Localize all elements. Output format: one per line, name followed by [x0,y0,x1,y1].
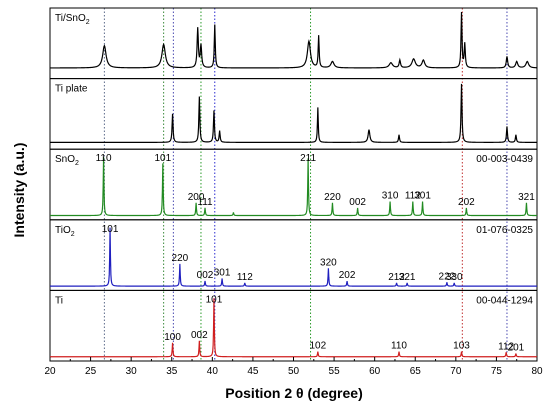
y-axis-title: Intensity (a.u.) [11,143,27,238]
x-tick-label: 40 [207,366,219,377]
peak-label: 222 [439,271,456,282]
panel-label-main: TiO [55,225,71,236]
panel-label: TiO2 [55,225,75,238]
panel-label-sub: 2 [71,231,75,238]
peak-label: 220 [172,253,189,264]
series-line [50,157,537,217]
x-axis-title: Position 2 θ (degree) [225,385,362,401]
x-tick-label: 80 [531,366,543,377]
panel-ti-sno2: Ti/SnO2 [49,7,538,80]
panel-label-main: Ti/SnO [55,13,86,24]
panel-label-main: Ti [55,295,63,306]
x-tick-label: 20 [44,366,56,377]
peak-label: 002 [349,197,366,208]
peak-label: 111 [197,197,213,208]
series-line [50,83,537,143]
x-tick-label: 60 [369,366,381,377]
peak-label: 211 [300,153,316,164]
x-tick-label: 70 [450,366,462,377]
x-tick-label: 30 [126,366,138,377]
panel-label-sub: 2 [75,160,79,167]
panel-label: Ti [55,295,63,306]
panel-frame [49,148,538,221]
peak-label: 330 [446,272,463,283]
peak-label: 112 [237,272,253,283]
pdf-card-label: 00-044-1294 [476,295,533,306]
peak-label: 101 [154,153,171,164]
panel-ti-plate: Ti plate [49,78,538,150]
peak-label: 100 [164,332,181,343]
peak-label: 201 [508,343,525,354]
peak-label: 310 [382,191,399,202]
pdf-card-label: 00-003-0439 [476,154,533,165]
peak-label: 321 [518,192,535,203]
x-tick-label: 25 [85,366,97,377]
peak-label: 002 [191,330,208,341]
peak-label: 103 [453,341,470,352]
peak-label: 301 [214,268,231,279]
peak-label: 301 [414,191,431,202]
peak-label: 202 [339,270,356,281]
series-line [50,227,537,287]
x-tick-label: 75 [491,366,503,377]
panel-label: Ti/SnO2 [55,13,90,26]
x-tick-label: 50 [288,366,300,377]
peak-label: 200 [188,192,205,203]
peak-label: 320 [320,257,337,268]
peak-label: 110 [391,341,407,352]
peak-label: 101 [102,224,119,235]
x-axis: 20 25 30 35 40 45 50 55 60 65 70 75 80 [44,357,543,377]
pdf-card-label: 01-076-0325 [476,225,533,236]
x-tick-label: 65 [410,366,422,377]
peak-label: 112 [498,341,514,352]
peak-label: 101 [206,294,223,305]
peak-label: 002 [197,270,214,281]
panel-label: SnO2 [55,154,79,167]
peak-label: 110 [96,153,112,164]
panel-label-sub: 2 [86,19,90,26]
x-tick-label: 55 [329,366,341,377]
panel-frame [49,219,538,291]
peak-label: 321 [399,272,416,283]
series-line [50,298,537,358]
x-tick-label: 45 [247,366,259,377]
panel-label-main: Ti plate [55,84,88,95]
panel-label-main: SnO [55,154,75,165]
peak-label: 220 [324,192,341,203]
peak-label: 212 [388,272,405,283]
x-tick-label: 35 [166,366,178,377]
peak-label: 102 [310,341,327,352]
panel-label: Ti plate [55,84,88,95]
series-line [50,12,538,69]
peak-label: 112 [405,191,421,202]
peak-label: 202 [458,197,475,208]
